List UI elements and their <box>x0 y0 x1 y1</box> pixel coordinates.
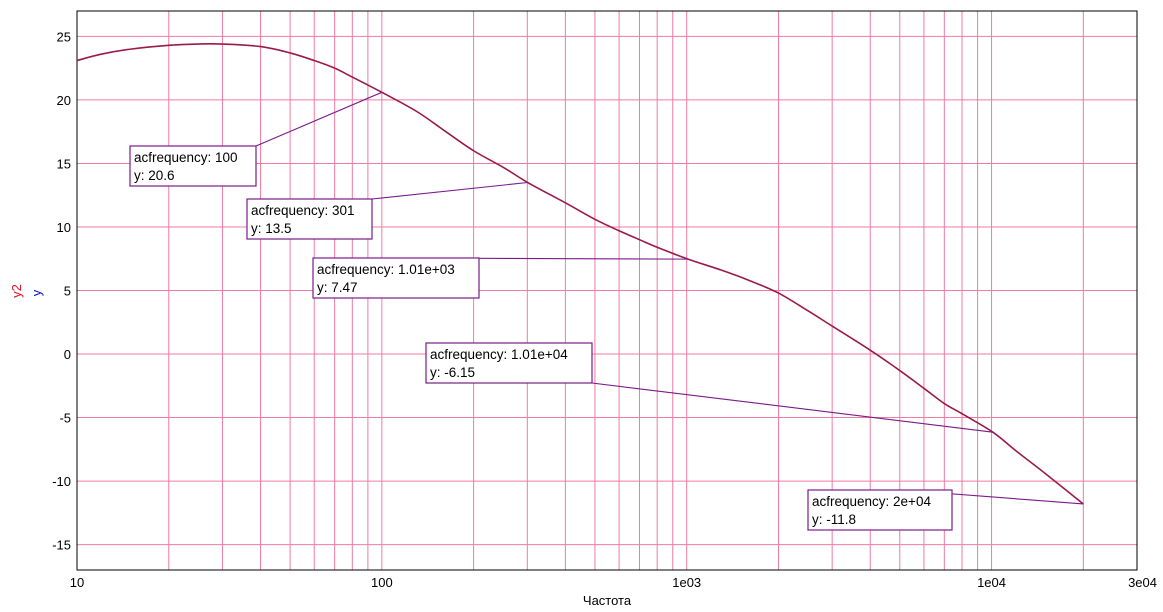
y-tick-label: -15 <box>52 538 71 553</box>
annotation-box <box>425 342 593 384</box>
plot-frame <box>76 10 1138 571</box>
tick-labels: -15 -10 -5 0 5 10 15 20 25 10 100 1e03 1e04 3e04 <box>52 29 1157 590</box>
y-axis-label-y: y <box>29 289 44 296</box>
annotation-label: acfrequency: 1.01e+03 <box>317 262 455 277</box>
annotation-box <box>312 257 480 299</box>
y-tick-label: -5 <box>59 411 71 426</box>
y-tick-label: 25 <box>57 29 71 44</box>
x-tick-label: 1e04 <box>977 575 1006 590</box>
annotation-value: y: -11.8 <box>812 512 856 527</box>
x-tick-label: 1e03 <box>672 575 701 590</box>
annotation-callout: acfrequency: 301 y: 13.5 <box>246 181 528 240</box>
x-tick-label: 10 <box>70 575 84 590</box>
annotation-label: acfrequency: 301 <box>251 203 355 218</box>
annotation-callout: acfrequency: 1.01e+04 y: -6.15 <box>425 342 993 433</box>
annotation-connector <box>591 382 993 433</box>
annotation-box <box>807 489 953 531</box>
annotation-connector <box>255 91 383 147</box>
series-line <box>76 42 1084 505</box>
y-tick-label: 0 <box>64 347 71 362</box>
y-tick-label: 10 <box>57 220 71 235</box>
y-axis-label: y2 y <box>9 284 44 298</box>
annotation-callout: acfrequency: 2e+04 y: -11.8 <box>807 489 1084 531</box>
annotation-connector <box>371 181 528 200</box>
x-tick-label: 100 <box>371 575 393 590</box>
annotation-value: y: -6.15 <box>430 365 475 380</box>
annotations: acfrequency: 100 y: 20.6 acfrequency: 301 y… <box>129 91 1084 531</box>
y-axis-label-y2: y2 <box>9 284 24 298</box>
x-tick-label: 3e04 <box>1128 575 1157 590</box>
y-tick-label: 5 <box>64 284 71 299</box>
x-axis-label: Частота <box>583 593 632 608</box>
annotation-box <box>246 198 373 240</box>
annotation-value: y: 20.6 <box>134 168 175 183</box>
annotation-label: acfrequency: 1.01e+04 <box>430 347 568 362</box>
annotation-callout: acfrequency: 100 y: 20.6 <box>129 91 383 187</box>
annotation-box <box>129 145 257 187</box>
grid <box>77 11 1137 570</box>
annotation-label: acfrequency: 100 <box>134 150 238 165</box>
y-tick-label: -10 <box>52 474 71 489</box>
annotation-callout: acfrequency: 1.01e+03 y: 7.47 <box>312 257 689 299</box>
y-tick-label: 20 <box>57 93 71 108</box>
annotation-value: y: 13.5 <box>251 221 292 236</box>
annotation-label: acfrequency: 2e+04 <box>812 494 931 509</box>
annotation-value: y: 7.47 <box>317 280 358 295</box>
y-tick-label: 15 <box>57 156 71 171</box>
